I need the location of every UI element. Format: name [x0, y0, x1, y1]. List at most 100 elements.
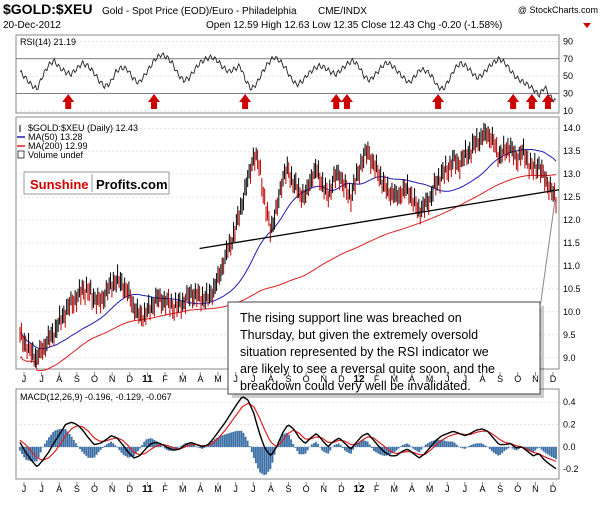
macd-hist-bar	[137, 447, 139, 451]
x-tick-label: D	[338, 484, 345, 494]
macd-hist-bar	[234, 431, 236, 447]
x-tick-label: A	[479, 374, 485, 384]
y-tick-label: 11.0	[563, 261, 580, 271]
macd-hist-bar	[454, 443, 456, 448]
macd-hist-bar	[334, 445, 336, 447]
macd-hist-bar	[73, 440, 75, 447]
y-tick-label: 30	[563, 89, 573, 99]
x-tick-label: A	[197, 484, 203, 494]
macd-hist-bar	[44, 444, 46, 447]
macd-hist-bar	[230, 433, 232, 448]
macd-hist-bar	[489, 447, 491, 449]
chg-down-icon	[583, 23, 591, 28]
macd-hist-bar	[547, 447, 549, 455]
x-tick-label: D	[338, 374, 345, 384]
x-tick-label: J	[22, 484, 27, 494]
y-tick-label: 70	[563, 54, 573, 64]
x-tick-label: N	[532, 374, 539, 384]
y-tick-label: 0.0	[563, 442, 576, 452]
macd-hist-bar	[236, 431, 238, 447]
macd-hist-bar	[253, 447, 255, 458]
x-tick-label: N	[109, 484, 116, 494]
macd-hist-bar	[330, 447, 332, 451]
macd-hist-bar	[479, 443, 481, 447]
macd-hist-bar	[551, 447, 553, 457]
x-tick-label: S	[497, 484, 503, 494]
macd-hist-bar	[344, 447, 346, 451]
x-tick-label: A	[479, 484, 485, 494]
macd-hist-bar	[408, 445, 410, 448]
macd-hist-bar	[288, 435, 290, 447]
macd-hist-bar	[346, 447, 348, 452]
x-tick-label: 11	[142, 374, 153, 385]
macd-hist-bar	[503, 447, 505, 451]
macd-hist-bar	[325, 447, 327, 453]
macd-hist-bar	[404, 444, 406, 447]
macd-hist-bar	[495, 447, 497, 454]
macd-hist-bar	[143, 442, 145, 447]
macd-hist-bar	[50, 435, 52, 447]
macd-hist-bar	[19, 447, 21, 451]
x-tick-label: J	[445, 374, 450, 384]
macd-hist-bar	[512, 447, 514, 449]
annotation-line-1: The rising support line was breached on	[240, 311, 462, 325]
macd-title: MACD(12,26,9) -0.196, -0.129, -0.067	[20, 392, 172, 402]
macd-hist-bar	[394, 447, 396, 452]
macd-hist-bar	[303, 447, 305, 454]
macd-hist-bar	[373, 447, 375, 451]
macd-hist-bar	[483, 444, 485, 447]
macd-hist-bar	[414, 447, 416, 450]
chart-symbol: $GOLD:$XEU	[3, 1, 92, 17]
macd-hist-bar	[402, 445, 404, 447]
brand-logo: Sunshine Profits.com	[24, 172, 169, 194]
legend-label: Volume undef	[28, 150, 84, 160]
macd-hist-bar	[255, 447, 257, 463]
x-tick-label: S	[285, 374, 291, 384]
macd-hist-bar	[77, 446, 79, 447]
x-tick-label: D	[550, 374, 557, 384]
x-tick-label: M	[179, 484, 187, 494]
chart-date: 20-Dec-2012	[3, 20, 61, 31]
macd-hist-bar	[139, 447, 141, 449]
macd-hist-bar	[243, 433, 245, 447]
macd-hist-bar	[69, 434, 71, 447]
macd-hist-bar	[71, 437, 73, 447]
macd-hist-bar	[87, 447, 89, 458]
macd-hist-bar	[298, 447, 300, 454]
macd-hist-bar	[245, 437, 247, 447]
y-tick-label: 50	[563, 71, 573, 81]
macd-hist-bar	[141, 445, 143, 447]
macd-hist-bar	[226, 434, 228, 447]
macd-hist-bar	[456, 445, 458, 448]
y-tick-label: 10.0	[563, 307, 581, 317]
y-tick-label: 11.5	[563, 238, 580, 248]
x-tick-label: O	[303, 374, 310, 384]
macd-hist-bar	[445, 441, 447, 447]
macd-hist-bar	[301, 447, 303, 454]
macd-hist-bar	[311, 444, 313, 447]
x-tick-label: N	[532, 484, 539, 494]
macd-hist-bar	[38, 447, 40, 458]
macd-hist-bar	[400, 446, 402, 447]
macd-hist-bar	[543, 447, 545, 452]
macd-hist-bar	[238, 431, 240, 447]
x-tick-label: A	[409, 374, 415, 384]
macd-hist-bar	[505, 447, 507, 450]
macd-hist-bar	[241, 431, 243, 447]
macd-hist-bar	[85, 447, 87, 456]
macd-hist-bar	[458, 447, 460, 448]
x-tick-label: 12	[353, 374, 365, 385]
annotation-line-4: are likely to see a reversal quite soon,…	[240, 362, 495, 376]
macd-hist-bar	[410, 446, 412, 447]
macd-hist-bar	[421, 447, 423, 450]
macd-hist-bar	[247, 441, 249, 447]
macd-hist-bar	[284, 434, 286, 448]
macd-hist-bar	[545, 447, 547, 453]
macd-hist-bar	[199, 447, 201, 448]
x-tick-label: A	[56, 374, 62, 384]
x-tick-label: O	[91, 374, 98, 384]
macd-hist-bar	[476, 443, 478, 447]
macd-hist-bar	[290, 439, 292, 447]
macd-hist-bar	[319, 447, 321, 448]
x-tick-label: J	[445, 484, 450, 494]
